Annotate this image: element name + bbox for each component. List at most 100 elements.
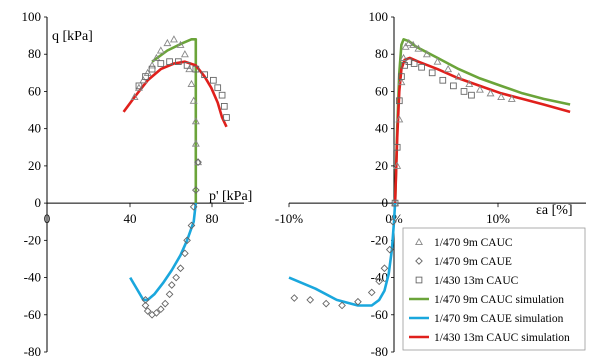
y-tick-label: 20 [28, 158, 41, 173]
legend: 1/470 9m CAUC 1/470 9m CAUE 1/430 13m CAUC… [402, 227, 586, 351]
data-point-1-430-13m-cauc [142, 73, 149, 80]
x-tick-label: 10% [486, 211, 510, 226]
legend-box [402, 227, 586, 351]
legend-swatch-1-470-9m-cauc [415, 237, 423, 246]
data-point-1-470-9m-caue [176, 264, 185, 273]
y-tick-label: -60 [24, 307, 41, 322]
data-point-1-470-9m-caue [380, 264, 389, 273]
data-point-1-430-13m-cauc [183, 62, 191, 69]
legend-label-1-470-9m-caue: 1/470 9m CAUE [434, 256, 512, 268]
legend-label-1-470-9m-cauc-simulation: 1/470 9m CAUC simulation [434, 294, 564, 306]
data-point-1-470-9m-caue [290, 294, 299, 302]
data-point-1-430-13m-cauc [218, 91, 226, 99]
data-point-1-470-9m-cauc [475, 85, 484, 93]
data-point-1-430-13m-cauc [157, 60, 165, 67]
y-tick-label: -20 [371, 232, 388, 247]
legend-label-1-430-13m-cauc-simulation: 1/430 13m CAUC simulation [434, 332, 570, 344]
data-point-1-430-13m-cauc [214, 84, 222, 92]
x-axis-title: p' [kPa] [209, 189, 252, 204]
data-point-1-430-13m-cauc [391, 199, 399, 207]
series-line-1-470-9m-caue-simulation [129, 202, 198, 302]
data-point-1-470-9m-caue [141, 296, 150, 304]
data-point-1-470-9m-caue [375, 277, 383, 286]
data-point-1-470-9m-caue [338, 301, 346, 310]
legend-swatch-1-430-13m-cauc [415, 276, 423, 284]
data-point-1-470-9m-caue [322, 299, 330, 308]
data-point-1-470-9m-caue [181, 249, 189, 258]
data-point-1-430-13m-cauc [395, 97, 403, 105]
data-point-1-470-9m-cauc [134, 83, 143, 91]
data-point-1-470-9m-caue [189, 202, 198, 211]
data-point-1-470-9m-cauc [399, 53, 408, 61]
data-point-1-470-9m-cauc [497, 92, 506, 101]
data-point-1-470-9m-cauc [148, 61, 157, 69]
y-tick-label: 100 [369, 9, 389, 24]
data-point-1-470-9m-caue [143, 307, 152, 315]
data-point-1-470-9m-cauc [454, 72, 463, 80]
data-point-1-470-9m-cauc [433, 57, 442, 65]
data-point-1-470-9m-cauc [163, 38, 172, 47]
series-line-1-470-9m-cauc-simulation [393, 38, 571, 204]
data-point-1-470-9m-cauc [143, 68, 152, 76]
y-tick-label: 100 [22, 9, 42, 24]
data-point-1-430-13m-cauc [220, 103, 228, 110]
data-point-1-430-13m-cauc [175, 58, 182, 65]
data-point-1-470-9m-cauc [401, 42, 410, 50]
data-point-1-470-9m-caue [156, 305, 165, 314]
data-point-1-470-9m-cauc [139, 76, 148, 84]
data-point-1-430-13m-cauc [210, 76, 217, 84]
data-point-1-470-9m-cauc [465, 79, 474, 88]
data-point-1-470-9m-cauc [404, 38, 413, 47]
data-point-1-430-13m-cauc [418, 63, 425, 71]
data-point-1-430-13m-cauc [450, 82, 457, 90]
data-point-1-430-13m-cauc [192, 65, 200, 73]
y-axis-title: q [kPa] [52, 29, 93, 44]
data-point-1-470-9m-caue [194, 158, 202, 167]
data-point-1-470-9m-caue [367, 288, 376, 297]
data-point-1-430-13m-cauc [166, 58, 173, 65]
data-point-1-470-9m-cauc [156, 46, 165, 54]
data-point-1-470-9m-caue [165, 290, 174, 299]
data-point-1-470-9m-caue [187, 221, 196, 230]
data-point-1-430-13m-cauc [201, 71, 208, 79]
series-line-1-470-9m-cauc-simulation [151, 38, 198, 204]
y-tick-label: -60 [371, 307, 388, 322]
data-point-1-470-9m-cauc [409, 40, 418, 48]
data-point-1-470-9m-cauc [169, 35, 178, 43]
y-tick-label: -40 [371, 270, 388, 285]
y-tick-label: 0 [382, 195, 389, 210]
legend-label-1-470-9m-cauc: 1/470 9m CAUC [434, 237, 513, 249]
data-point-1-430-13m-cauc [439, 76, 447, 84]
y-tick-label: 40 [375, 121, 388, 136]
x-tick-label: 80 [206, 211, 219, 226]
data-point-1-470-9m-cauc [185, 64, 194, 73]
x-tick-label: -10% [275, 211, 303, 226]
data-point-1-470-9m-cauc [486, 89, 495, 97]
data-point-1-470-9m-caue [141, 301, 150, 310]
data-point-1-470-9m-cauc [395, 115, 404, 123]
data-point-1-470-9m-cauc [444, 64, 453, 73]
data-point-1-470-9m-cauc [191, 139, 200, 147]
y-tick-label: 60 [28, 83, 41, 98]
data-point-1-470-9m-cauc [152, 53, 161, 61]
data-point-1-430-13m-cauc [223, 114, 230, 121]
legend-label-1-470-9m-caue-simulation: 1/470 9m CAUE simulation [434, 313, 564, 325]
series-line-1-430-13m-cauc-simulation [393, 56, 571, 204]
data-point-1-470-9m-caue [167, 281, 176, 289]
data-point-1-430-13m-cauc [398, 73, 405, 80]
data-point-1-470-9m-caue [172, 273, 180, 282]
y-tick-label: 0 [35, 195, 42, 210]
data-point-1-470-9m-caue [183, 236, 191, 245]
x-tick-label: 0 [44, 211, 51, 226]
x-axis-title: εa [%] [536, 203, 573, 218]
series-line-1-470-9m-caue-simulation [288, 203, 397, 307]
data-point-1-470-9m-cauc [397, 78, 406, 86]
data-point-1-470-9m-cauc [187, 79, 196, 88]
data-point-1-430-13m-cauc [393, 143, 401, 151]
data-point-1-430-13m-cauc [428, 69, 436, 77]
data-point-1-470-9m-cauc [507, 94, 516, 102]
data-point-1-470-9m-cauc [393, 161, 402, 169]
data-point-1-430-13m-cauc [460, 88, 468, 95]
data-point-1-470-9m-cauc [191, 117, 200, 125]
